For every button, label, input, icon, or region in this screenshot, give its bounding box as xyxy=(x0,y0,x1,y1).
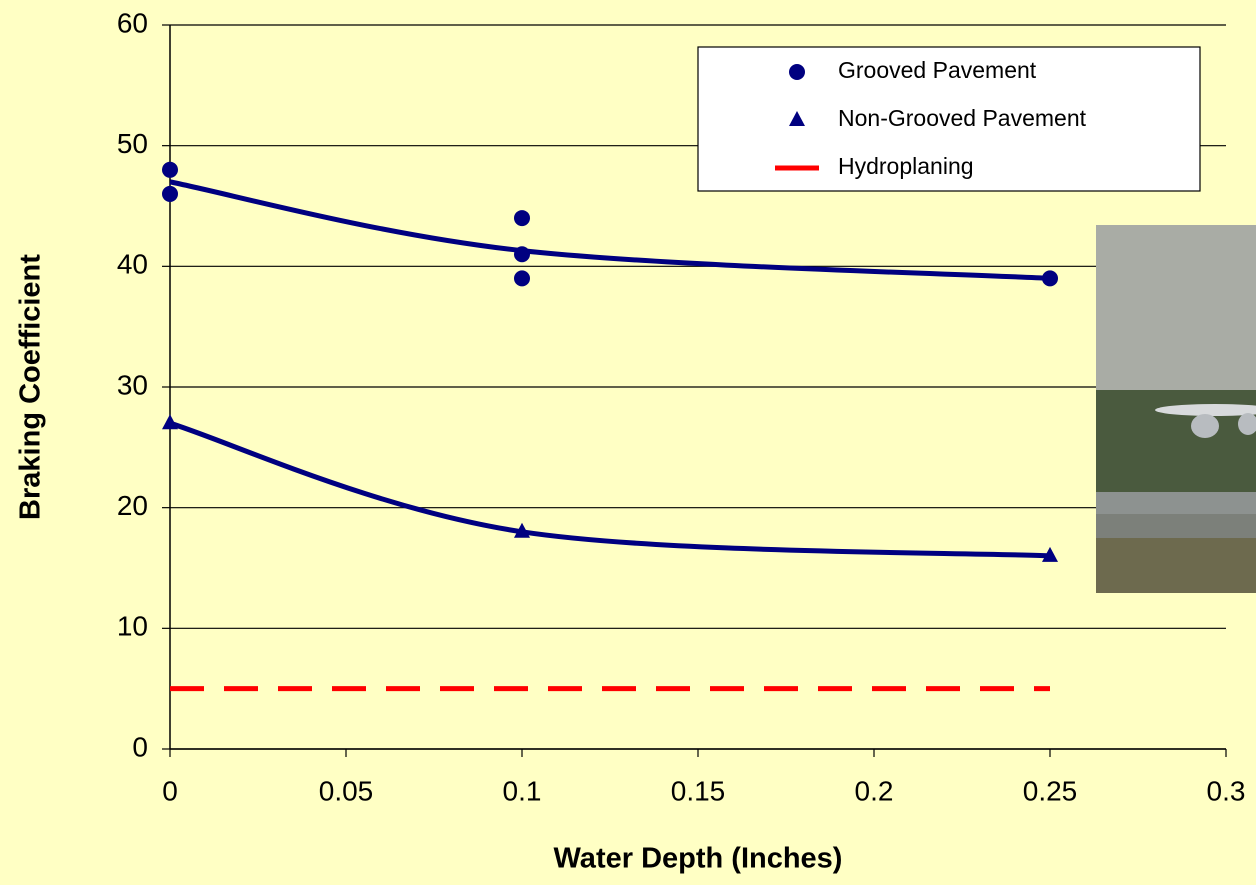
x-tick-label: 0.1 xyxy=(503,775,542,806)
y-tick-label: 60 xyxy=(117,7,148,38)
point xyxy=(789,111,805,126)
legend-label: Non-Grooved Pavement xyxy=(838,105,1087,131)
x-tick-label: 0 xyxy=(162,775,178,806)
photo-wing xyxy=(1155,404,1256,416)
point xyxy=(1042,270,1058,287)
plot-area: 0 10 20 30 40 50 60 0 0.05 0.1 0.15 0.2 0.25 0.3 xyxy=(117,7,1246,806)
y-tick-label: 0 xyxy=(132,731,148,762)
point xyxy=(514,270,530,287)
point xyxy=(514,246,530,263)
y-axis-title: Braking Coefficient xyxy=(15,254,47,520)
photo-engine xyxy=(1238,413,1256,435)
x-tick-label: 0.05 xyxy=(319,775,374,806)
point xyxy=(1042,546,1058,562)
y-tick-label: 50 xyxy=(117,128,148,159)
legend-label: Hydroplaning xyxy=(838,153,974,179)
x-tick-label: 0.3 xyxy=(1207,775,1246,806)
point xyxy=(514,210,530,227)
x-axis-title: Water Depth (Inches) xyxy=(554,843,843,875)
legend-label: Grooved Pavement xyxy=(838,57,1037,83)
point xyxy=(162,414,178,430)
x-tick-label: 0.2 xyxy=(855,775,894,806)
point xyxy=(789,64,805,80)
photo-grass xyxy=(1096,538,1256,593)
y-tick-label: 30 xyxy=(117,369,148,400)
point xyxy=(514,522,530,538)
trend-line xyxy=(169,179,1051,281)
point xyxy=(162,161,178,178)
x-tick-label: 0.25 xyxy=(1023,775,1078,806)
y-tick-label: 20 xyxy=(117,490,148,521)
y-tick-label: 10 xyxy=(117,611,148,642)
point xyxy=(162,185,178,202)
photo xyxy=(1096,225,1256,593)
trend-line xyxy=(169,420,1051,559)
y-tick-label: 40 xyxy=(117,249,148,280)
x-tick-label: 0.15 xyxy=(671,775,726,806)
photo-engine xyxy=(1191,414,1219,438)
photo-fence xyxy=(1096,492,1256,514)
photo-runway xyxy=(1096,514,1256,538)
